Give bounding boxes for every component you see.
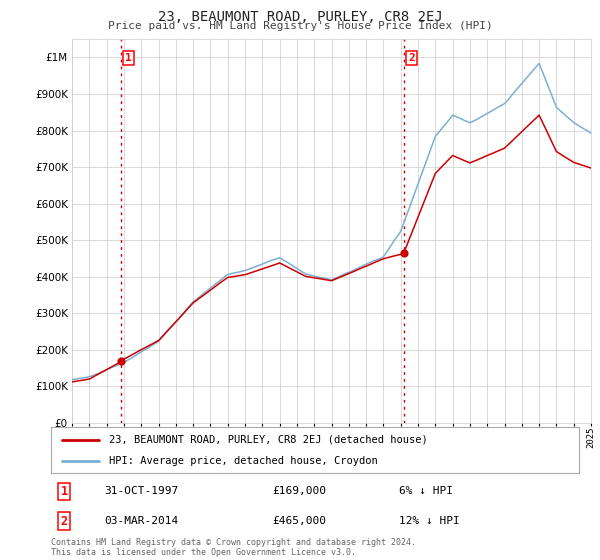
Text: 31-OCT-1997: 31-OCT-1997 [104,487,178,496]
Text: 23, BEAUMONT ROAD, PURLEY, CR8 2EJ: 23, BEAUMONT ROAD, PURLEY, CR8 2EJ [158,10,442,24]
Text: 2: 2 [61,515,68,528]
Text: 23, BEAUMONT ROAD, PURLEY, CR8 2EJ (detached house): 23, BEAUMONT ROAD, PURLEY, CR8 2EJ (deta… [109,435,428,445]
Text: 6% ↓ HPI: 6% ↓ HPI [400,487,454,496]
Text: 2: 2 [408,53,415,63]
Text: £169,000: £169,000 [273,487,327,496]
Text: £465,000: £465,000 [273,516,327,526]
Text: 12% ↓ HPI: 12% ↓ HPI [400,516,460,526]
Text: 03-MAR-2014: 03-MAR-2014 [104,516,178,526]
Text: HPI: Average price, detached house, Croydon: HPI: Average price, detached house, Croy… [109,456,378,466]
Point [399,249,409,258]
Text: Price paid vs. HM Land Registry's House Price Index (HPI): Price paid vs. HM Land Registry's House … [107,21,493,31]
Text: Contains HM Land Registry data © Crown copyright and database right 2024.
This d: Contains HM Land Registry data © Crown c… [51,538,416,557]
Text: 1: 1 [125,53,132,63]
Point [116,357,126,366]
Text: 1: 1 [61,485,68,498]
